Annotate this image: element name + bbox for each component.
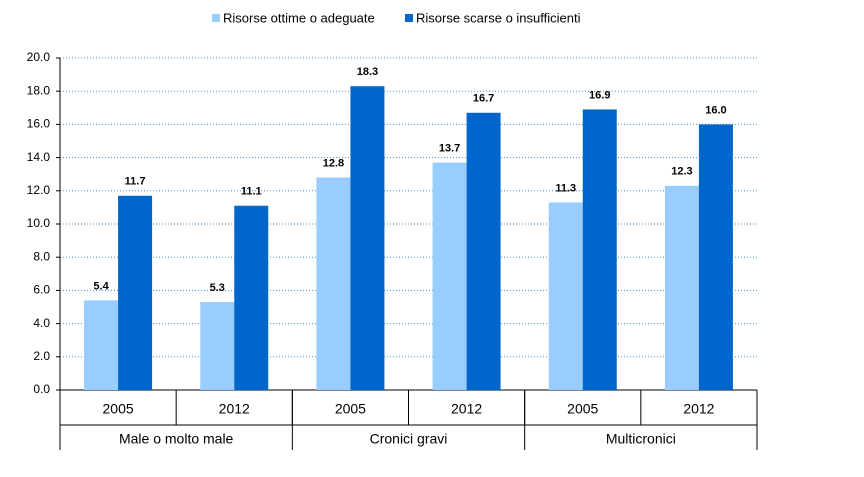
value-label: 11.7 — [125, 176, 146, 188]
legend-label: Risorse ottime o adeguate — [223, 10, 375, 25]
y-tick-label: 16.0 — [27, 117, 51, 131]
y-tick-label: 8.0 — [33, 249, 50, 263]
y-tick-label: 4.0 — [33, 316, 50, 330]
value-label: 11.1 — [241, 186, 262, 198]
y-tick-label: 18.0 — [27, 83, 51, 97]
value-label: 18.3 — [357, 66, 378, 78]
y-tick-label: 0.0 — [33, 382, 50, 396]
value-label: 5.4 — [93, 280, 109, 292]
y-tick-label: 12.0 — [27, 183, 51, 197]
bar — [84, 300, 119, 390]
bar — [548, 202, 583, 390]
bar — [466, 112, 501, 390]
value-label: 12.8 — [323, 157, 344, 169]
x-tick-label: 2012 — [683, 401, 714, 417]
bar — [432, 162, 467, 390]
y-tick-label: 14.0 — [27, 150, 51, 164]
bar — [200, 302, 235, 390]
x-tick-label: 2012 — [451, 401, 482, 417]
x-tick-label: 2005 — [567, 401, 598, 417]
legend-swatch — [212, 14, 220, 22]
bar — [698, 124, 733, 391]
group-label: Multicronici — [606, 431, 676, 447]
x-tick-label: 2005 — [335, 401, 366, 417]
y-tick-label: 10.0 — [27, 216, 51, 230]
bar — [350, 86, 385, 390]
group-label: Cronici gravi — [370, 431, 448, 447]
legend-swatch — [405, 14, 413, 22]
group-label: Male o molto male — [119, 431, 234, 447]
value-label: 13.7 — [439, 142, 460, 154]
bar — [582, 109, 617, 391]
bar — [316, 177, 351, 390]
bar — [664, 185, 699, 390]
legend-label: Risorse scarse o insufficienti — [416, 10, 581, 25]
y-tick-label: 6.0 — [33, 283, 50, 297]
x-tick-label: 2005 — [103, 401, 134, 417]
value-label: 12.3 — [671, 166, 692, 178]
value-label: 16.9 — [589, 89, 610, 101]
y-tick-label: 2.0 — [33, 349, 50, 363]
value-label: 5.3 — [210, 282, 225, 294]
value-label: 16.7 — [473, 93, 494, 105]
value-label: 11.3 — [555, 182, 576, 194]
y-tick-label: 20.0 — [27, 50, 51, 64]
bar — [118, 195, 153, 390]
value-label: 16.0 — [705, 104, 726, 116]
x-tick-label: 2012 — [219, 401, 250, 417]
bar — [234, 205, 269, 390]
